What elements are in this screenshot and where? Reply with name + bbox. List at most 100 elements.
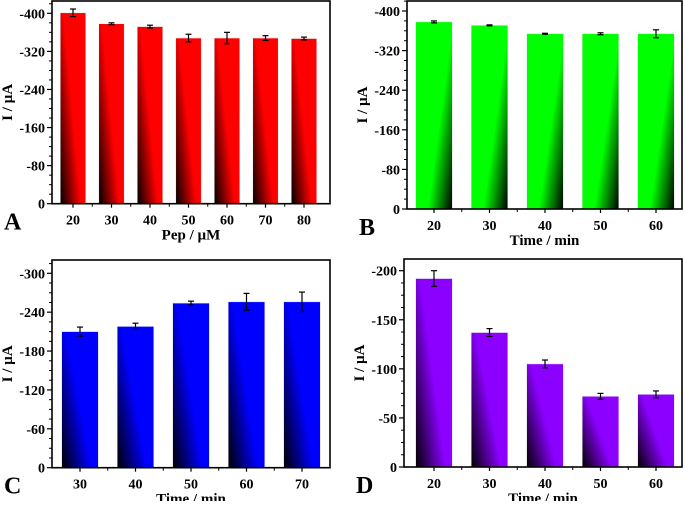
x-tick-label: 80 xyxy=(297,214,311,229)
y-tick-label: -80 xyxy=(26,160,45,175)
bar xyxy=(415,278,453,468)
x-tick-label: 30 xyxy=(105,214,119,229)
y-tick-label: 0 xyxy=(38,198,45,213)
y-axis-label: I / µA xyxy=(0,345,16,382)
y-tick-label: 0 xyxy=(390,461,397,476)
panel-label: C xyxy=(4,474,21,500)
y-tick-label: -180 xyxy=(19,345,45,360)
error-bar xyxy=(653,29,659,39)
error-bar xyxy=(299,291,305,313)
error-bar xyxy=(188,300,194,306)
x-axis-label: Time / min xyxy=(510,233,580,249)
x-tick-label: 40 xyxy=(129,478,143,493)
x-axis-label: Time / min xyxy=(508,491,578,501)
bar xyxy=(291,38,317,204)
bar xyxy=(137,26,163,204)
y-tick-label: -320 xyxy=(19,45,45,60)
error-bar xyxy=(431,270,437,288)
panel-label: D xyxy=(356,473,373,499)
bar xyxy=(61,331,99,468)
plot-frame xyxy=(403,258,683,468)
x-tick-label: 50 xyxy=(184,478,198,493)
plot-frame xyxy=(406,0,683,210)
x-tick-label: 60 xyxy=(240,478,254,493)
y-tick-label: -160 xyxy=(374,124,400,139)
y-axis-label: I / µA xyxy=(0,84,16,121)
y-tick-label: -240 xyxy=(19,306,45,321)
x-tick-label: 70 xyxy=(295,478,309,493)
error-bar xyxy=(243,292,250,311)
bar xyxy=(252,37,279,204)
y-tick-label: -400 xyxy=(374,5,400,20)
error-bar xyxy=(262,35,269,42)
x-tick-label: 60 xyxy=(649,477,663,492)
bar xyxy=(227,301,266,468)
bar xyxy=(470,332,509,468)
error-bar xyxy=(542,359,548,369)
panel-c: 30 40 50 60 70 0 -60 -120 -180 -240 -300 Time / min… xyxy=(0,259,331,506)
bar xyxy=(526,33,564,210)
x-tick-label: 60 xyxy=(220,214,234,229)
bar xyxy=(172,302,210,468)
bar xyxy=(60,12,86,204)
panel-label: A xyxy=(4,210,22,236)
x-tick-label: 20 xyxy=(427,477,441,492)
y-tick-label: -50 xyxy=(378,412,397,427)
bar xyxy=(116,326,155,468)
y-tick-label: -320 xyxy=(374,45,400,60)
y-tick-label: -200 xyxy=(371,265,397,280)
panel-d: 20 30 40 50 60 0 -50 -100 -150 -200 Time / min I / … xyxy=(352,258,683,506)
bar xyxy=(175,37,202,204)
bar xyxy=(415,21,453,210)
error-bar xyxy=(77,326,83,337)
x-tick-label: 70 xyxy=(259,214,273,229)
y-tick-label: -400 xyxy=(19,7,45,22)
error-bar xyxy=(224,31,230,45)
error-bar xyxy=(301,36,307,41)
error-bar xyxy=(132,322,139,331)
x-tick-label: 60 xyxy=(649,219,663,234)
error-bar xyxy=(185,33,192,43)
error-bar xyxy=(653,390,659,399)
bar xyxy=(581,33,620,210)
x-tick-label: 50 xyxy=(594,477,608,492)
error-bar xyxy=(108,22,115,26)
y-tick-label: -80 xyxy=(381,163,400,178)
x-axis-label: Pep / µM xyxy=(162,228,221,244)
error-bar xyxy=(70,8,76,18)
y-tick-label: -150 xyxy=(371,314,397,329)
x-tick-label: 30 xyxy=(483,477,497,492)
panel-a: 20 30 40 50 60 70 80 0 -80 -160 -240 -320 -400 Pep / … xyxy=(0,0,331,244)
y-axis-label: I / µA xyxy=(355,86,371,123)
bar xyxy=(526,363,564,468)
y-tick-label: -240 xyxy=(374,84,400,99)
plot-frame xyxy=(51,259,331,469)
x-tick-label: 20 xyxy=(66,214,80,229)
x-tick-label: 50 xyxy=(182,214,196,229)
y-tick-label: -240 xyxy=(19,83,45,98)
bar xyxy=(283,301,321,468)
x-tick-label: 30 xyxy=(73,478,87,493)
x-tick-label: 30 xyxy=(483,219,497,234)
plot-frame xyxy=(51,0,331,205)
error-bar xyxy=(486,328,493,338)
y-tick-label: 0 xyxy=(393,203,400,218)
x-tick-label: 40 xyxy=(538,477,552,492)
y-tick-label: -100 xyxy=(371,363,397,378)
error-bar xyxy=(431,20,437,24)
y-tick-label: -300 xyxy=(19,267,45,282)
y-tick-label: -120 xyxy=(19,384,45,399)
error-bar xyxy=(597,392,604,400)
y-tick-label: 0 xyxy=(38,462,45,477)
x-tick-label: 50 xyxy=(594,219,608,234)
x-tick-label: 20 xyxy=(427,219,441,234)
y-tick-label: -160 xyxy=(19,122,45,137)
panel-b: 20 30 40 50 60 0 -80 -160 -240 -320 -400 Time / min… xyxy=(355,0,683,249)
y-axis-label: I / µA xyxy=(352,344,368,381)
bar xyxy=(637,33,675,210)
error-bar xyxy=(147,24,153,29)
x-tick-label: 40 xyxy=(538,219,552,234)
bar xyxy=(214,37,240,204)
error-bar xyxy=(542,32,548,35)
